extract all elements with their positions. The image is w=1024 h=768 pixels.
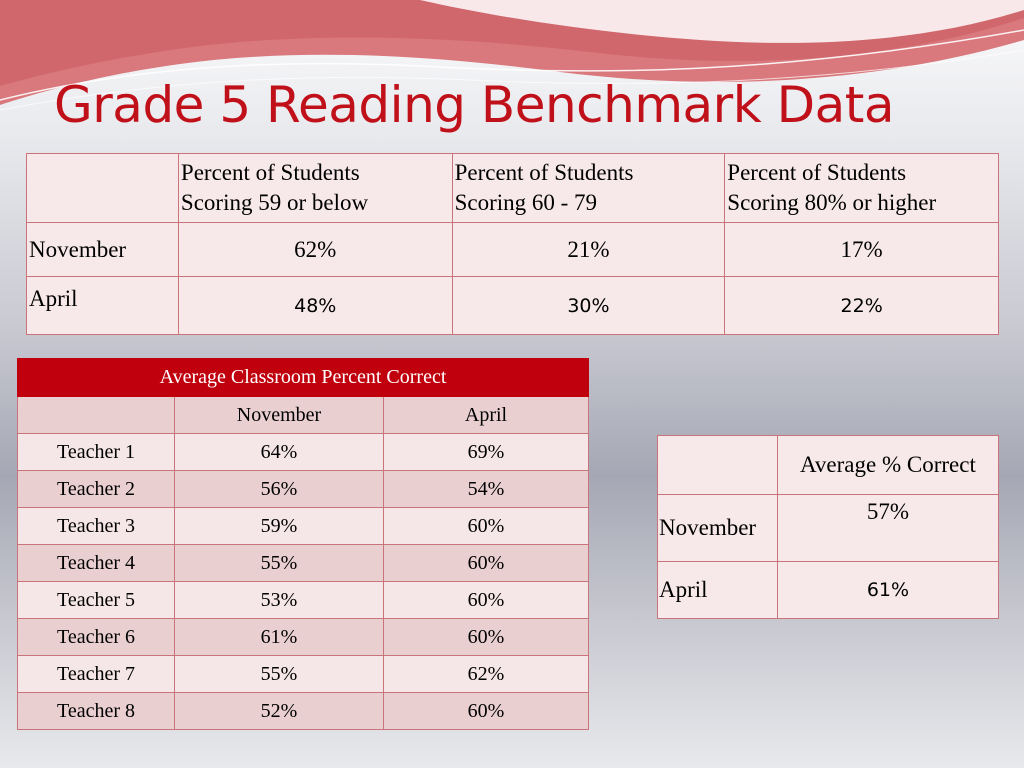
table-cell: 22% bbox=[724, 276, 999, 335]
teacher-label: Teacher 2 bbox=[17, 470, 175, 508]
benchmark-header-cell: Percent of Students Scoring 59 or below bbox=[177, 153, 453, 223]
table-row: Teacher 5 53% 60% bbox=[17, 581, 589, 619]
page-title: Grade 5 Reading Benchmark Data bbox=[54, 76, 894, 134]
row-label: November bbox=[26, 222, 179, 277]
table-cell: 30% bbox=[451, 276, 726, 335]
table-cell: 61% bbox=[174, 618, 384, 656]
teacher-label: Teacher 3 bbox=[17, 507, 175, 545]
row-label: April bbox=[26, 276, 179, 335]
table-row: Teacher 7 55% 62% bbox=[17, 655, 589, 693]
table-cell: 60% bbox=[383, 618, 589, 656]
table-cell: 57% bbox=[776, 494, 1000, 562]
benchmark-header-cell: Percent of Students Scoring 60 - 79 bbox=[451, 153, 726, 223]
decorative-swoosh bbox=[0, 0, 1024, 111]
table-cell: 48% bbox=[177, 276, 453, 335]
table-row: Teacher 2 56% 54% bbox=[17, 470, 589, 508]
table-cell: 54% bbox=[383, 470, 589, 508]
table-cell: 61% bbox=[776, 561, 1000, 619]
table-cell: 59% bbox=[174, 507, 384, 545]
benchmark-header-empty bbox=[26, 153, 179, 223]
classroom-table-title: Average Classroom Percent Correct bbox=[17, 358, 589, 397]
table-row: November 62% 21% 17% bbox=[26, 222, 999, 277]
row-label: April bbox=[657, 561, 778, 619]
table-row: Teacher 3 59% 60% bbox=[17, 507, 589, 545]
teacher-label: Teacher 5 bbox=[17, 581, 175, 619]
benchmark-header-row: Percent of Students Scoring 59 or below P… bbox=[26, 153, 999, 223]
classroom-title-row: Average Classroom Percent Correct bbox=[17, 358, 589, 397]
table-cell: 60% bbox=[383, 692, 589, 730]
table-cell: 62% bbox=[177, 222, 453, 277]
benchmark-header-cell: Percent of Students Scoring 80% or higher bbox=[724, 153, 999, 223]
table-row: April 48% 30% 22% bbox=[26, 276, 999, 335]
table-cell: 69% bbox=[383, 433, 589, 471]
table-row: April 61% bbox=[657, 561, 1000, 619]
table-cell: 60% bbox=[383, 581, 589, 619]
benchmark-table: Percent of Students Scoring 59 or below P… bbox=[26, 153, 999, 335]
row-label: November bbox=[657, 494, 778, 562]
table-cell: 60% bbox=[383, 507, 589, 545]
table-cell: 62% bbox=[383, 655, 589, 693]
table-row: Teacher 6 61% 60% bbox=[17, 618, 589, 656]
column-header-empty bbox=[17, 396, 175, 434]
table-cell: 53% bbox=[174, 581, 384, 619]
average-header-empty bbox=[657, 435, 778, 495]
table-cell: 17% bbox=[724, 222, 999, 277]
table-cell: 56% bbox=[174, 470, 384, 508]
column-header: Average % Correct bbox=[776, 435, 1000, 495]
table-cell: 60% bbox=[383, 544, 589, 582]
teacher-label: Teacher 8 bbox=[17, 692, 175, 730]
classroom-table: Average Classroom Percent Correct Novemb… bbox=[17, 358, 589, 730]
table-row: Teacher 1 64% 69% bbox=[17, 433, 589, 471]
teacher-label: Teacher 7 bbox=[17, 655, 175, 693]
table-cell: 52% bbox=[174, 692, 384, 730]
table-cell: 55% bbox=[174, 655, 384, 693]
average-header-row: Average % Correct bbox=[657, 435, 1000, 495]
teacher-label: Teacher 6 bbox=[17, 618, 175, 656]
teacher-label: Teacher 4 bbox=[17, 544, 175, 582]
average-table: Average % Correct November 57% April 61% bbox=[657, 435, 1000, 619]
table-row: Teacher 4 55% 60% bbox=[17, 544, 589, 582]
table-row: Teacher 8 52% 60% bbox=[17, 692, 589, 730]
table-cell: 64% bbox=[174, 433, 384, 471]
table-row: November 57% bbox=[657, 494, 1000, 562]
classroom-header-row: November April bbox=[17, 396, 589, 434]
table-cell: 55% bbox=[174, 544, 384, 582]
table-cell: 21% bbox=[451, 222, 726, 277]
column-header: April bbox=[383, 396, 589, 434]
column-header: November bbox=[174, 396, 384, 434]
teacher-label: Teacher 1 bbox=[17, 433, 175, 471]
